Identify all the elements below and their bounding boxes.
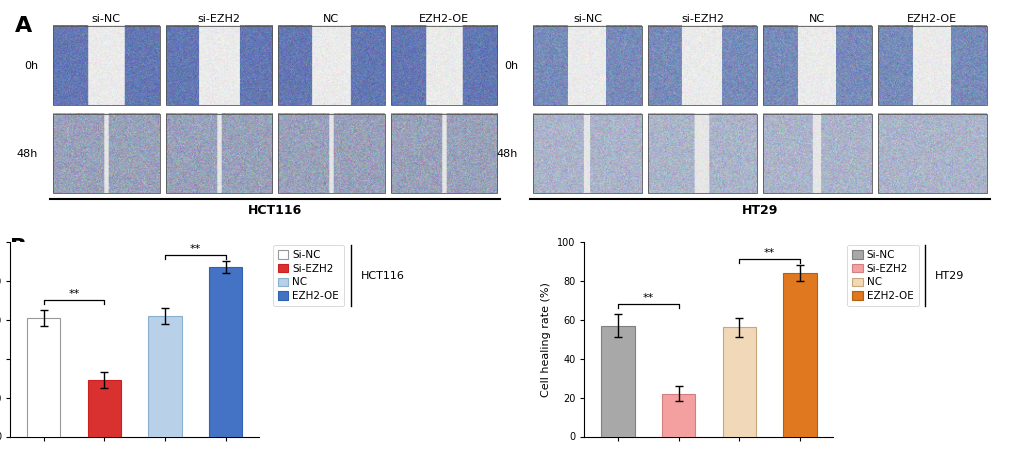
Text: si-NC: si-NC — [573, 14, 601, 24]
Text: A: A — [15, 16, 33, 36]
Text: HT29: HT29 — [741, 203, 777, 216]
Text: **: ** — [190, 244, 201, 255]
Bar — [533, 114, 641, 194]
Text: NC: NC — [323, 14, 339, 24]
Text: **: ** — [642, 293, 653, 303]
Bar — [762, 114, 871, 194]
Bar — [647, 26, 756, 105]
Bar — [53, 26, 160, 105]
Bar — [278, 114, 384, 194]
Text: **: ** — [68, 289, 79, 299]
Text: 48h: 48h — [496, 148, 518, 158]
Bar — [533, 26, 641, 105]
Text: **: ** — [763, 248, 774, 258]
Bar — [721, 328, 755, 436]
Bar — [209, 267, 243, 436]
Text: 48h: 48h — [16, 148, 38, 158]
Bar — [53, 114, 160, 194]
Bar — [88, 380, 121, 436]
Text: B: B — [10, 238, 28, 258]
Text: HT29: HT29 — [934, 270, 964, 281]
Text: EZH2-OE: EZH2-OE — [906, 14, 957, 24]
Bar — [278, 26, 384, 105]
Text: HCT116: HCT116 — [248, 203, 302, 216]
Bar — [762, 26, 871, 105]
Y-axis label: Cell healing rate (%): Cell healing rate (%) — [541, 282, 551, 396]
Bar — [26, 318, 60, 436]
Legend: Si-NC, Si-EZH2, NC, EZH2-OE: Si-NC, Si-EZH2, NC, EZH2-OE — [846, 245, 918, 306]
Bar — [877, 114, 985, 194]
Text: 0h: 0h — [24, 61, 38, 71]
Bar — [783, 273, 816, 436]
Text: 0h: 0h — [503, 61, 518, 71]
Text: HCT116: HCT116 — [361, 270, 405, 281]
Bar — [661, 394, 695, 436]
Text: si-EZH2: si-EZH2 — [197, 14, 240, 24]
Text: EZH2-OE: EZH2-OE — [419, 14, 469, 24]
Legend: Si-NC, Si-EZH2, NC, EZH2-OE: Si-NC, Si-EZH2, NC, EZH2-OE — [272, 245, 344, 306]
Bar — [390, 114, 496, 194]
Bar — [647, 114, 756, 194]
Bar — [165, 114, 272, 194]
Text: si-NC: si-NC — [92, 14, 121, 24]
Text: si-EZH2: si-EZH2 — [681, 14, 723, 24]
Bar — [600, 325, 634, 436]
Bar — [390, 26, 496, 105]
Text: NC: NC — [808, 14, 824, 24]
Bar — [148, 316, 181, 436]
Bar — [165, 26, 272, 105]
Bar — [877, 26, 985, 105]
